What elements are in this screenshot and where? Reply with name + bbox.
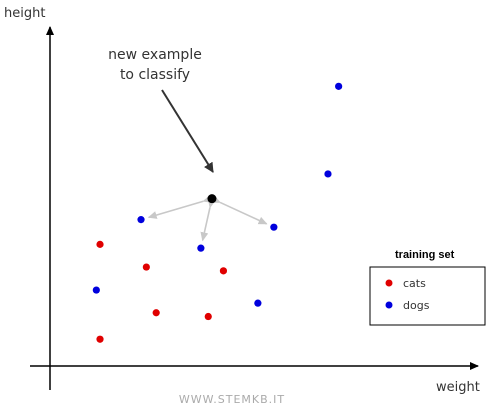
- legend-label-dogs: dogs: [403, 299, 430, 312]
- dogs-point: [324, 170, 332, 178]
- neighbor-distance-arrow: [200, 198, 216, 242]
- cats-point: [142, 263, 150, 271]
- dogs-point: [92, 286, 100, 294]
- data-points: [92, 82, 343, 343]
- dogs-point: [137, 216, 145, 224]
- x-axis-label: weight: [436, 380, 480, 395]
- annotation-line-1: new example: [108, 47, 202, 63]
- cats-point: [219, 267, 228, 275]
- annotation-arrow: [161, 89, 214, 173]
- neighbor-distance-arrow: [147, 195, 213, 219]
- neighbor-arrows: [147, 195, 268, 242]
- cats-point: [204, 312, 212, 321]
- dogs-point: [270, 223, 278, 231]
- dogs-point: [254, 299, 262, 307]
- annotation-line-2: to classify: [120, 67, 190, 83]
- cats-point: [96, 240, 104, 248]
- cats-point: [152, 309, 160, 317]
- legend-swatch-dogs: [385, 301, 393, 309]
- y-axis-label: height: [4, 6, 45, 21]
- neighbor-distance-arrow: [211, 195, 268, 225]
- cats-point: [96, 335, 104, 343]
- legend: cats dogs: [369, 266, 486, 326]
- legend-box: [369, 266, 486, 326]
- legend-label-cats: cats: [403, 277, 426, 290]
- dogs-point: [335, 82, 343, 90]
- dogs-point: [197, 244, 205, 252]
- new-example-point: [207, 194, 217, 204]
- watermark: WWW.STEMKB.IT: [179, 393, 285, 406]
- legend-swatch-cats: [385, 279, 393, 287]
- legend-title: training set: [395, 249, 455, 261]
